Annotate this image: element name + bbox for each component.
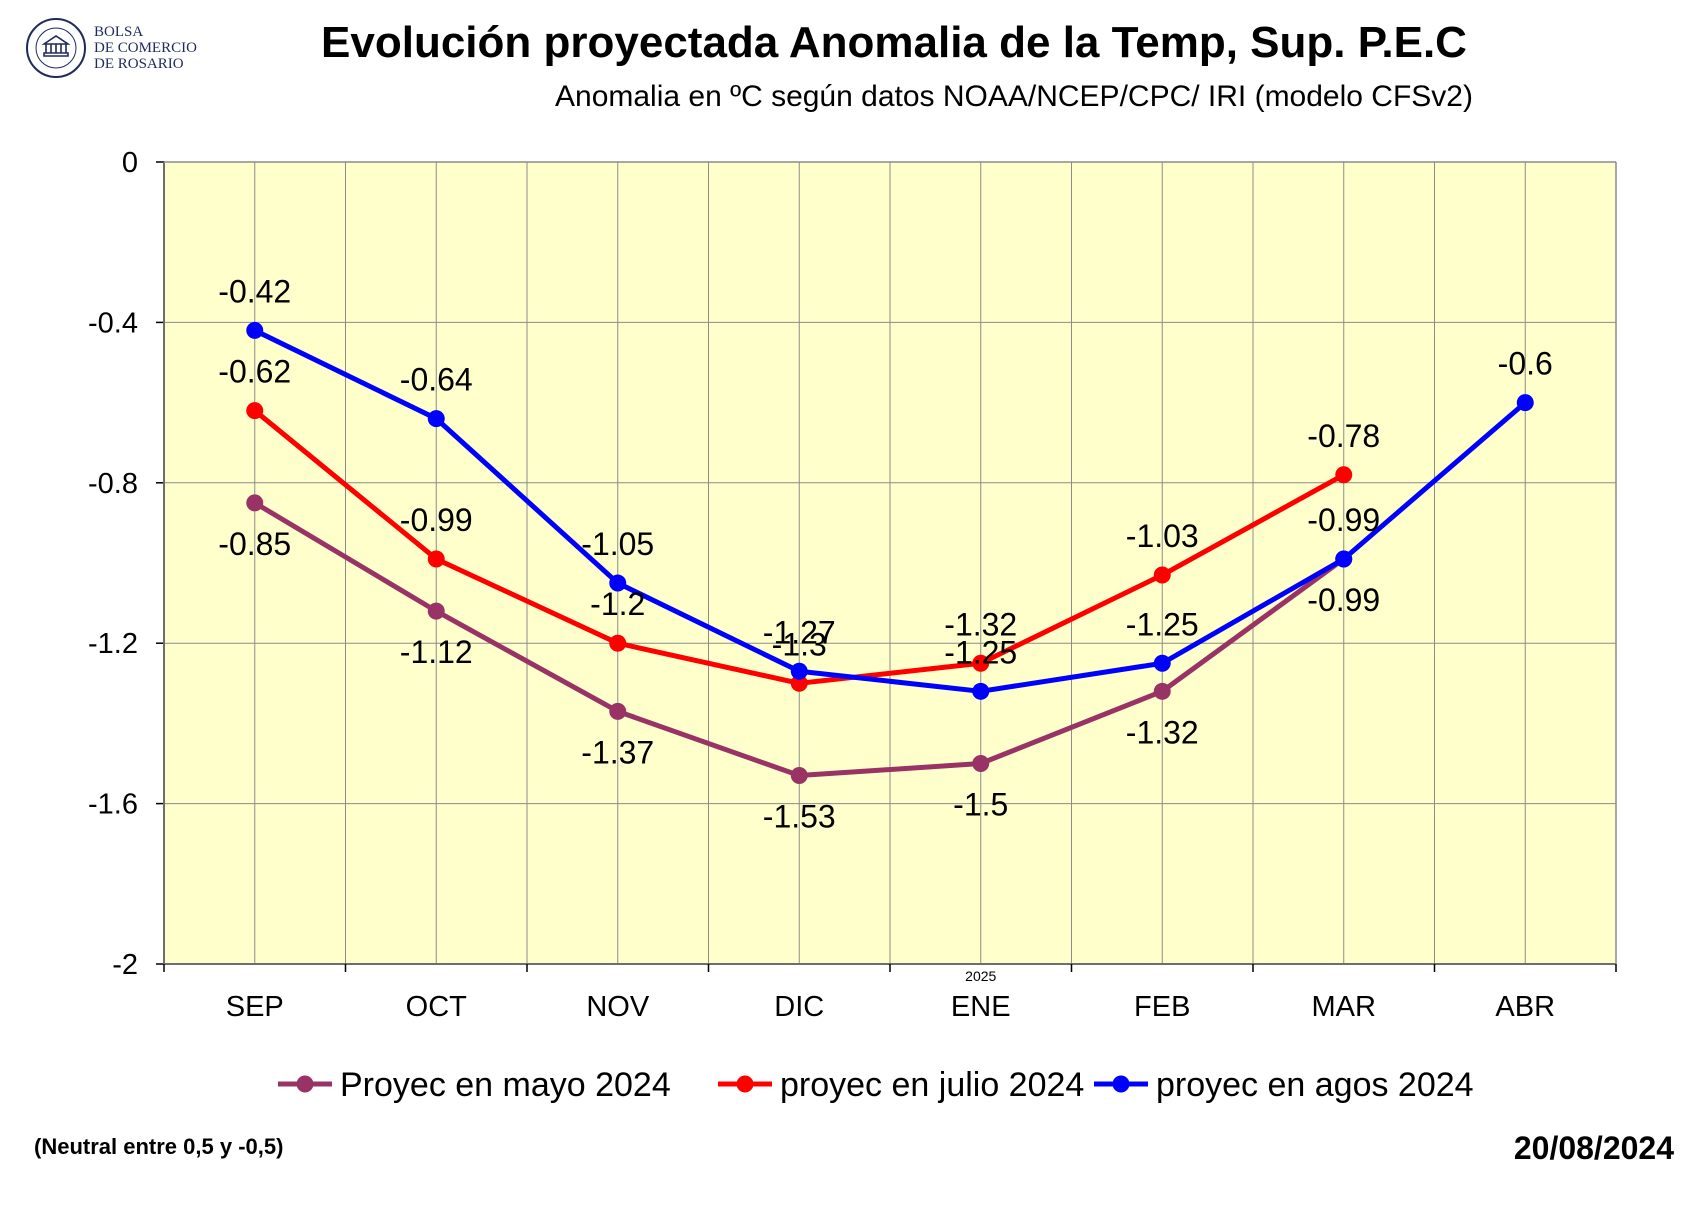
data-point — [972, 755, 990, 772]
data-label: -1.32 — [944, 606, 1017, 642]
data-point — [609, 634, 627, 652]
series-line — [253, 328, 1527, 694]
report-date: 20/08/2024 — [1513, 1130, 1674, 1166]
legend-swatch-marker — [296, 1075, 314, 1093]
x-tick-label: ABR — [1495, 991, 1555, 1023]
y-tick-label: -1.6 — [88, 789, 138, 821]
data-label: -1.25 — [1126, 606, 1199, 642]
data-label: -1.37 — [581, 734, 654, 770]
data-label: -1.03 — [1126, 518, 1199, 554]
data-point — [246, 494, 264, 512]
data-label: -1.53 — [763, 799, 836, 835]
data-point — [1335, 550, 1353, 568]
data-point — [1153, 682, 1171, 700]
year-note: 2025 — [965, 968, 996, 984]
data-label: -0.6 — [1498, 346, 1553, 382]
data-label: -1.05 — [581, 526, 654, 562]
y-tick-label: -0.8 — [88, 468, 138, 500]
data-label: -1.25 — [944, 634, 1017, 670]
data-point — [427, 602, 445, 620]
data-label: -1.3 — [772, 626, 827, 662]
y-tick-label: -1.2 — [88, 628, 138, 660]
data-label: -0.99 — [1307, 502, 1380, 538]
data-point — [1335, 466, 1353, 484]
x-tick-label: MAR — [1312, 991, 1376, 1023]
data-point — [609, 702, 627, 720]
data-label: -1.5 — [953, 787, 1008, 823]
neutral-range-note: (Neutral entre 0,5 y -0,5) — [34, 1134, 284, 1159]
logo-line3: DE ROSARIO — [94, 56, 184, 72]
data-label: -1.32 — [1126, 714, 1199, 750]
data-label: -0.99 — [400, 502, 473, 538]
data-point — [972, 682, 990, 700]
y-tick-label: 0 — [122, 147, 138, 179]
x-tick-label: FEB — [1134, 991, 1190, 1023]
data-label: -0.42 — [218, 273, 291, 309]
data-label: -1.12 — [400, 634, 473, 670]
data-label: -1.2 — [590, 586, 645, 622]
data-point — [1516, 394, 1534, 412]
data-point — [246, 321, 264, 339]
y-tick-label: -2 — [112, 949, 138, 981]
data-label: -1.27 — [763, 614, 836, 650]
legend-swatch-marker — [736, 1075, 754, 1093]
legend-label: proyec en julio 2024 — [780, 1066, 1084, 1104]
x-tick-label: SEP — [226, 991, 284, 1023]
x-tick-label: OCT — [406, 991, 468, 1023]
data-point — [790, 767, 808, 785]
legend-swatch-marker — [1112, 1075, 1130, 1093]
data-label: -0.85 — [218, 526, 291, 562]
x-tick-label: NOV — [586, 991, 650, 1023]
x-tick-label: ENE — [951, 991, 1011, 1023]
data-point — [972, 654, 990, 672]
data-label: -0.62 — [218, 354, 291, 390]
data-point — [790, 662, 808, 680]
x-tick-label: DIC — [774, 991, 824, 1023]
data-label: -0.99 — [1307, 582, 1380, 618]
data-point — [427, 550, 445, 568]
logo-line1: BOLSA — [94, 24, 143, 40]
data-point — [1153, 566, 1171, 584]
data-point — [609, 574, 627, 592]
legend-label: proyec en agos 2024 — [1156, 1066, 1474, 1104]
chart-title: Evolución proyectada Anomalia de la Temp… — [321, 18, 1467, 67]
data-point — [427, 410, 445, 428]
data-label: -0.78 — [1307, 418, 1380, 454]
y-tick-label: -0.4 — [88, 307, 138, 339]
logo-line2: DE COMERCIO — [94, 40, 197, 56]
data-point — [790, 674, 808, 692]
bolsa-comercio-rosario-logo: BOLSA DE COMERCIO DE ROSARIO — [26, 18, 197, 78]
data-point — [246, 402, 264, 420]
legend-label: Proyec en mayo 2024 — [340, 1066, 671, 1104]
data-point — [1153, 654, 1171, 672]
chart-subtitle: Anomalia en ºC según datos NOAA/NCEP/CPC… — [555, 80, 1473, 113]
data-label: -0.64 — [400, 362, 473, 398]
